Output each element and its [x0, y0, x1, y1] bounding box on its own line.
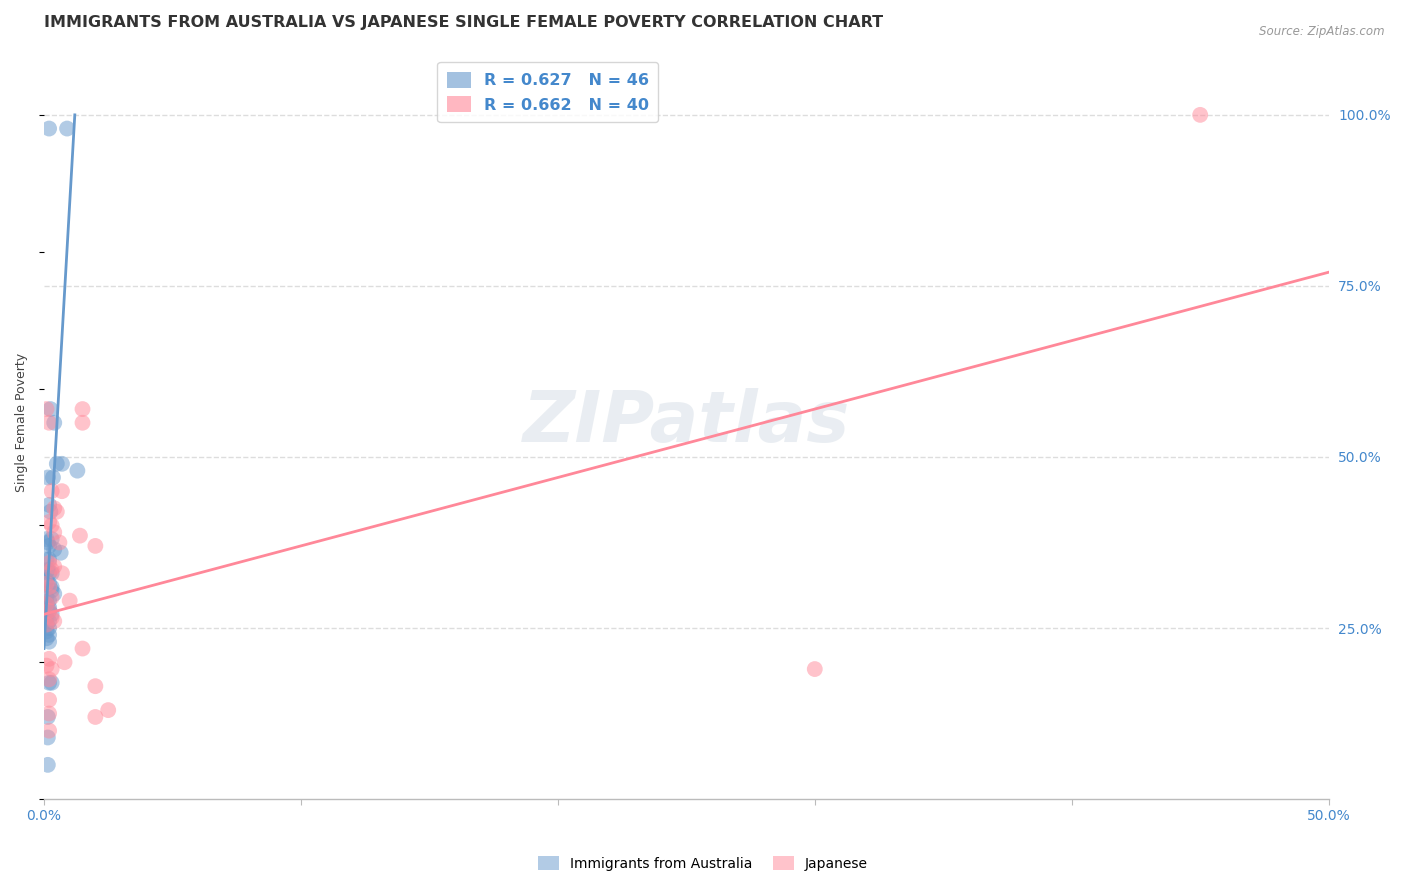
Point: [35, 552, 58, 566]
Point: [51, 457, 73, 471]
Point: [38, 604, 60, 618]
Point: [69, 529, 91, 543]
Point: [41, 518, 63, 533]
Text: Source: ZipAtlas.com: Source: ZipAtlas.com: [1260, 25, 1385, 38]
Point: [84, 710, 107, 724]
Point: [804, 662, 827, 676]
Point: [39, 505, 62, 519]
Point: [84, 679, 107, 693]
Point: [38, 693, 60, 707]
Point: [41, 607, 63, 622]
Point: [41, 566, 63, 581]
Legend: Immigrants from Australia, Japanese: Immigrants from Australia, Japanese: [533, 850, 873, 876]
Text: IMMIGRANTS FROM AUSTRALIA VS JAPANESE SINGLE FEMALE POVERTY CORRELATION CHART: IMMIGRANTS FROM AUSTRALIA VS JAPANESE SI…: [44, 15, 883, 30]
Point: [44, 559, 66, 574]
Point: [72, 402, 94, 417]
Point: [41, 611, 63, 625]
Point: [38, 556, 60, 570]
Point: [38, 706, 60, 721]
Point: [39, 402, 62, 417]
Point: [45, 457, 67, 471]
Point: [37, 710, 59, 724]
Point: [38, 416, 60, 430]
Point: [66, 464, 89, 478]
Point: [38, 628, 60, 642]
Point: [84, 539, 107, 553]
Point: [56, 121, 79, 136]
Point: [38, 121, 60, 136]
Point: [35, 573, 58, 587]
Point: [1189, 108, 1212, 122]
Point: [37, 563, 59, 577]
Point: [38, 566, 60, 581]
Point: [38, 621, 60, 635]
Point: [38, 539, 60, 553]
Point: [35, 632, 58, 646]
Point: [37, 731, 59, 745]
Point: [38, 593, 60, 607]
Point: [35, 617, 58, 632]
Point: [41, 532, 63, 546]
Point: [44, 501, 66, 516]
Point: [44, 542, 66, 557]
Point: [35, 658, 58, 673]
Point: [38, 580, 60, 594]
Point: [41, 662, 63, 676]
Point: [41, 484, 63, 499]
Point: [41, 583, 63, 598]
Point: [49, 546, 72, 560]
Point: [37, 535, 59, 549]
Point: [97, 703, 120, 717]
Point: [35, 624, 58, 639]
Point: [35, 532, 58, 546]
Point: [51, 484, 73, 499]
Point: [38, 723, 60, 738]
Point: [38, 614, 60, 628]
Point: [35, 617, 58, 632]
Point: [72, 641, 94, 656]
Text: ZIPatlas: ZIPatlas: [523, 388, 851, 458]
Point: [37, 470, 59, 484]
Point: [38, 604, 60, 618]
Point: [38, 600, 60, 615]
Point: [44, 614, 66, 628]
Point: [38, 552, 60, 566]
Point: [35, 611, 58, 625]
Point: [59, 593, 82, 607]
Point: [38, 675, 60, 690]
Point: [72, 416, 94, 430]
Point: [38, 673, 60, 687]
Point: [41, 563, 63, 577]
Point: [38, 634, 60, 648]
Point: [38, 515, 60, 529]
Point: [35, 597, 58, 611]
Point: [35, 576, 58, 591]
Point: [41, 580, 63, 594]
Point: [38, 652, 60, 666]
Y-axis label: Single Female Poverty: Single Female Poverty: [15, 353, 28, 492]
Point: [38, 498, 60, 512]
Point: [45, 505, 67, 519]
Point: [44, 525, 66, 540]
Point: [44, 416, 66, 430]
Point: [53, 655, 76, 669]
Point: [41, 675, 63, 690]
Point: [48, 535, 70, 549]
Point: [35, 591, 58, 605]
Point: [41, 591, 63, 605]
Point: [42, 470, 65, 484]
Point: [44, 587, 66, 601]
Legend: R = 0.627   N = 46, R = 0.662   N = 40: R = 0.627 N = 46, R = 0.662 N = 40: [437, 62, 658, 122]
Point: [38, 576, 60, 591]
Point: [37, 757, 59, 772]
Point: [51, 566, 73, 581]
Point: [35, 402, 58, 417]
Point: [35, 597, 58, 611]
